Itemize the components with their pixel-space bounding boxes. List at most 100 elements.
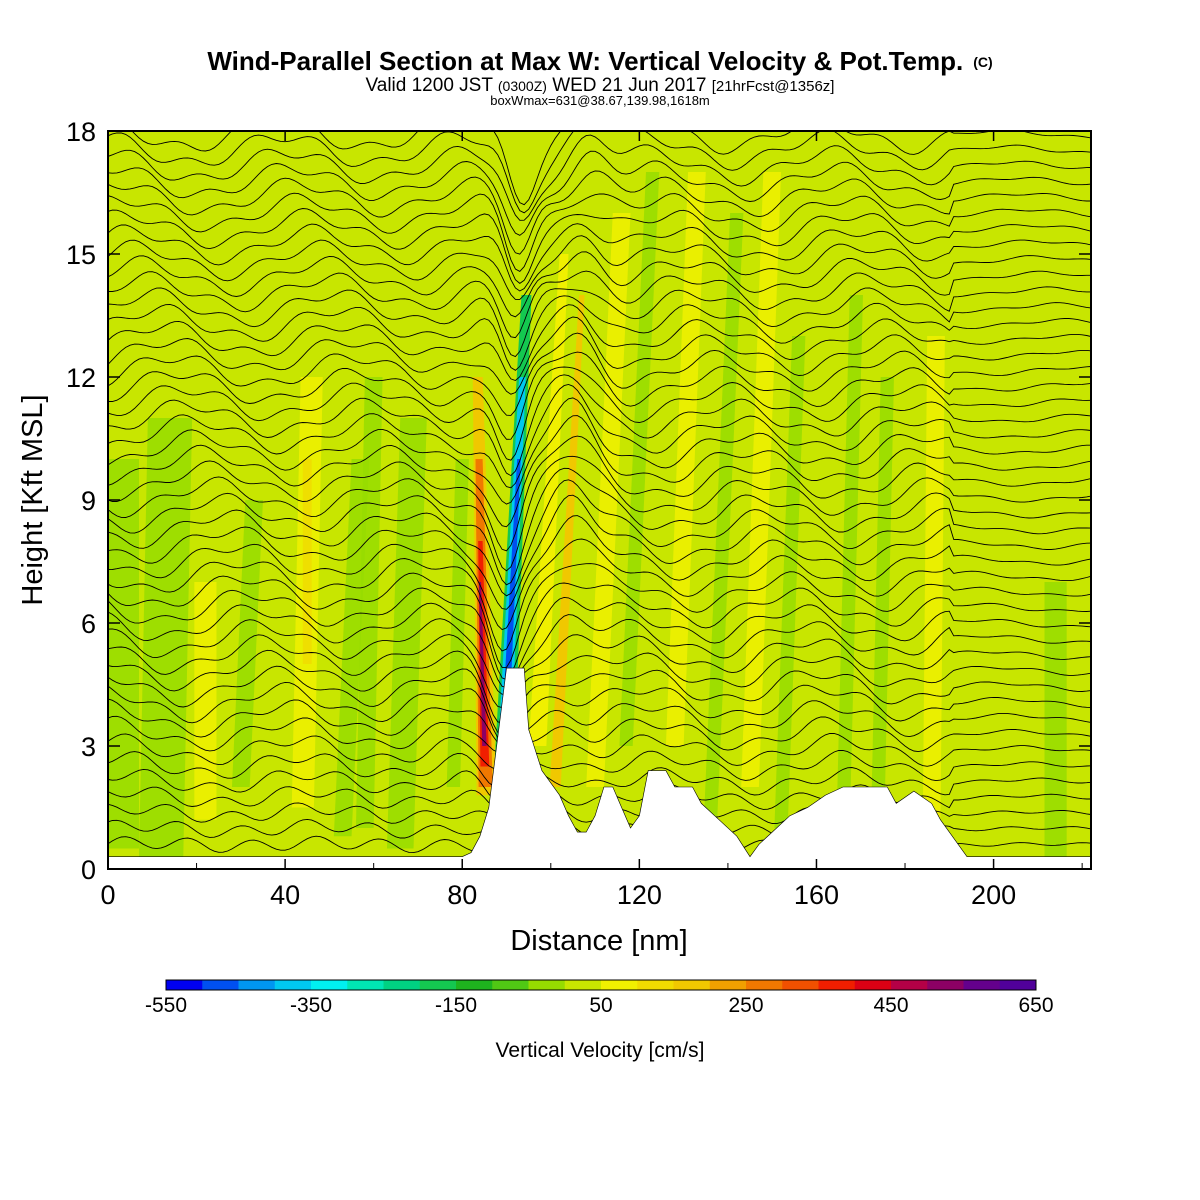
colorbar-swatch: [891, 980, 928, 990]
x-tick-label: 0: [100, 880, 115, 910]
colorbar-swatch: [854, 980, 892, 990]
colorbar-swatch: [818, 980, 856, 990]
colorbar-label: Vertical Velocity [cm/s]: [496, 1039, 705, 1062]
isentrope-line: [108, 494, 1091, 610]
isentrope-line: [108, 150, 1091, 236]
box-wmax-line: boxWmax=631@38.67,139.98,1618m: [490, 93, 710, 108]
isentrope-line: [108, 332, 1091, 416]
velocity-band: [528, 254, 569, 746]
isentrope-line: [108, 467, 1091, 586]
colorbar-swatch: [419, 980, 457, 990]
isentrope-line: [108, 767, 1091, 801]
colorbar-swatch: [564, 980, 602, 990]
x-axis: 0 40 80 120 160 200: [100, 131, 1083, 910]
isentrope-line: [131, 131, 1091, 206]
colorbar-swatch: [528, 980, 566, 990]
isentrope-line: [108, 170, 1091, 255]
x-tick-label: 120: [617, 880, 662, 910]
x-tick-label: 200: [971, 880, 1016, 910]
isentrope-line: [108, 515, 1091, 631]
isentrope-line: [108, 351, 1091, 440]
isentrope-line: [108, 251, 1091, 318]
y-tick-label: 12: [66, 363, 96, 393]
isentrope-line: [108, 784, 1091, 812]
isentrope-line: [108, 287, 1091, 358]
colorbar-swatch: [274, 980, 312, 990]
velocity-band: [774, 336, 806, 828]
isentrope-line: [108, 563, 1091, 668]
isentrope-line: [108, 582, 1091, 681]
colorbar-swatch: [746, 980, 783, 990]
velocity-band: [108, 459, 139, 849]
colorbar-tick-label: 50: [589, 994, 612, 1017]
x-axis-label: Distance [nm]: [510, 925, 687, 957]
colorbar-swatch: [238, 980, 276, 990]
isentrope-line: [108, 665, 1091, 736]
isentrope-line: [108, 384, 1091, 489]
updraft-core: [478, 582, 487, 746]
colorbar-swatch: [673, 980, 711, 990]
isentrope-line: [108, 295, 1091, 371]
isentrope-line: [108, 304, 1091, 382]
colorbar-swatch: [999, 980, 1037, 990]
potential-temperature-contours: [108, 131, 1091, 854]
velocity-band: [138, 418, 193, 857]
isentrope-line: [108, 538, 1091, 652]
isentrope-line: [108, 681, 1091, 743]
velocity-band: [665, 172, 706, 746]
isentrope-line: [108, 131, 1091, 214]
y-tick-label: 9: [81, 486, 96, 516]
y-tick-label: 15: [66, 240, 96, 270]
isentrope-line: [108, 223, 1091, 292]
copyright-mark: (C): [973, 54, 992, 70]
velocity-band: [619, 172, 660, 746]
isentrope-line: [108, 235, 1091, 300]
isentrope-line: [108, 374, 1091, 477]
velocity-band: [1044, 582, 1067, 857]
velocity-bands: [108, 172, 1067, 857]
terrain: [108, 667, 1091, 869]
y-axis: 0 3 6 9 12 15 18: [66, 117, 1091, 885]
colorbar-tick-label: 250: [728, 994, 763, 1017]
velocity-band: [231, 500, 263, 787]
isentrope-line: [108, 134, 1091, 221]
colorbar-swatch: [963, 980, 1001, 990]
colorbar-tick-label: -150: [435, 994, 477, 1017]
chart-title: Wind-Parallel Section at Max W: Vertical…: [207, 46, 992, 76]
valid-line: Valid 1200 JST (0300Z) WED 21 Jun 2017 […: [366, 75, 835, 96]
colorbar-swatch: [782, 980, 819, 990]
isentrope-line: [108, 397, 1091, 505]
colorbar-swatch: [709, 980, 747, 990]
isentrope-line: [108, 733, 1091, 769]
velocity-band: [333, 459, 370, 837]
isentrope-line: [108, 455, 1091, 572]
velocity-band: [586, 213, 631, 787]
isentrope-line: [108, 270, 1091, 339]
x-tick-label: 160: [794, 880, 839, 910]
colorbar-tick-label: -350: [290, 994, 332, 1017]
x-tick-label: 40: [270, 880, 300, 910]
isentrope-line: [108, 634, 1091, 709]
velocity-band: [703, 213, 744, 828]
isentrope-line: [108, 415, 1091, 528]
colorbar-swatch: [383, 980, 421, 990]
isentrope-line: [108, 208, 1091, 284]
velocity-band: [922, 336, 945, 828]
y-tick-label: 0: [81, 855, 96, 885]
colorbar-swatch: [347, 980, 384, 990]
velocity-band: [302, 459, 312, 664]
isentrope-line: [108, 614, 1091, 695]
y-tick-label: 18: [66, 117, 96, 147]
colorbar-tick-label: 450: [873, 994, 908, 1017]
isentrope-line: [108, 479, 1091, 597]
y-axis-label: Height [Kft MSL]: [17, 394, 49, 605]
plot-area: [108, 131, 1091, 869]
colorbar-swatch: [927, 980, 964, 990]
velocity-band: [355, 377, 383, 828]
colorbar-frame: [165, 979, 1037, 991]
velocity-band: [871, 377, 894, 787]
isentrope-line: [108, 715, 1091, 753]
colorbar-swatch: [166, 980, 203, 990]
colorbar-swatch: [202, 980, 239, 990]
